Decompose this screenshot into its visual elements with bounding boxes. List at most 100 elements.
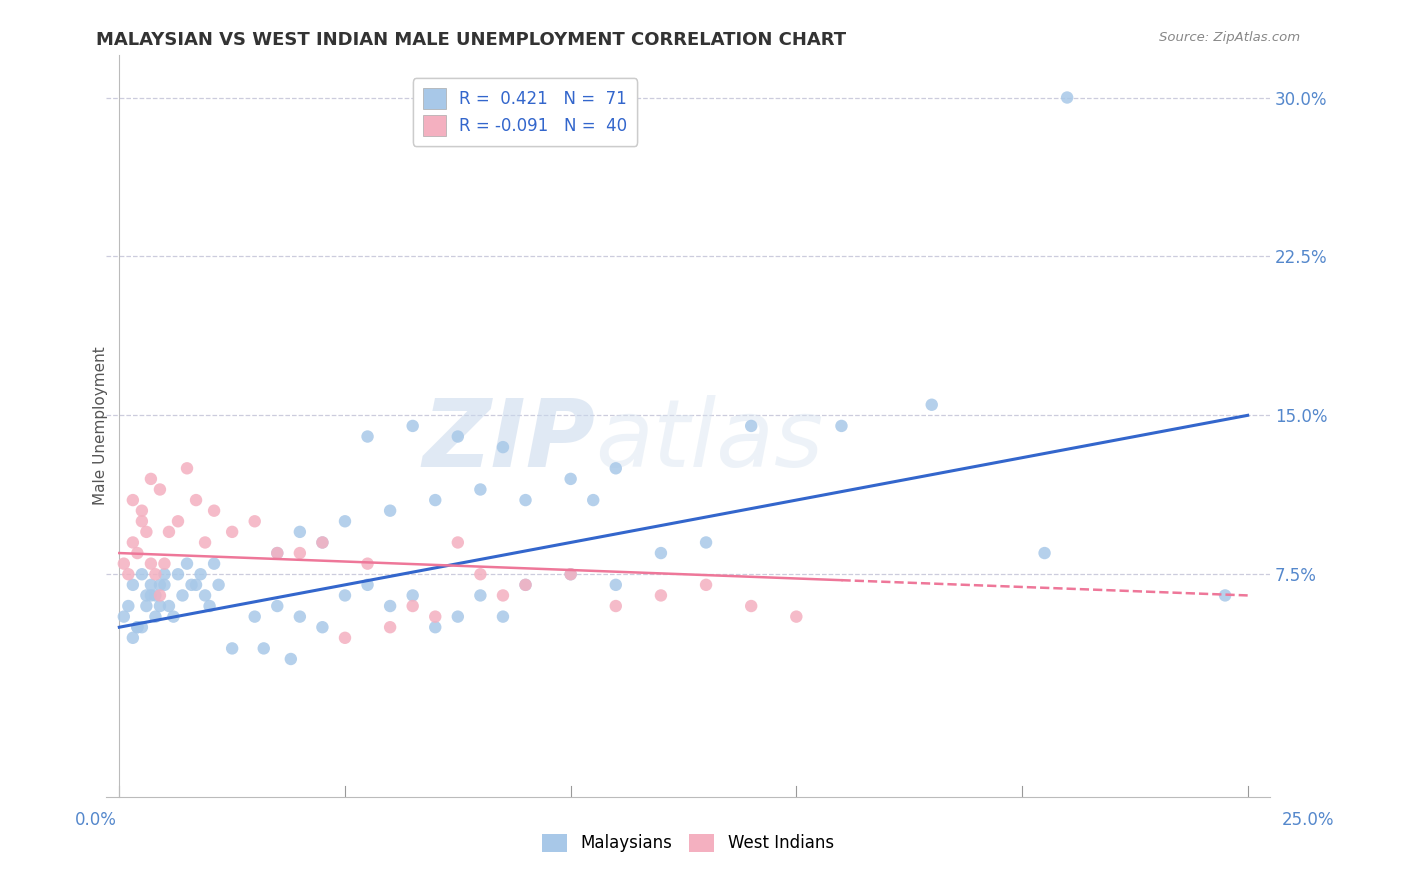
Point bbox=[131, 620, 153, 634]
Point bbox=[311, 620, 333, 634]
Text: Source: ZipAtlas.com: Source: ZipAtlas.com bbox=[1160, 31, 1301, 45]
Point bbox=[333, 631, 356, 645]
Point bbox=[194, 535, 217, 549]
Point bbox=[333, 589, 356, 603]
Point bbox=[470, 567, 492, 582]
Point bbox=[139, 557, 162, 571]
Point bbox=[157, 524, 180, 539]
Point bbox=[605, 578, 627, 592]
Point bbox=[153, 567, 176, 582]
Point bbox=[378, 504, 401, 518]
Point bbox=[356, 557, 378, 571]
Point bbox=[184, 493, 207, 508]
Point bbox=[402, 419, 425, 434]
Point bbox=[447, 535, 470, 549]
Point bbox=[180, 578, 202, 592]
Point bbox=[153, 578, 176, 592]
Point bbox=[221, 641, 243, 656]
Point bbox=[492, 609, 515, 624]
Text: 25.0%: 25.0% bbox=[1281, 811, 1334, 829]
Point bbox=[740, 599, 762, 613]
Point bbox=[1213, 589, 1236, 603]
Point bbox=[266, 546, 288, 560]
Point bbox=[135, 524, 157, 539]
Text: MALAYSIAN VS WEST INDIAN MALE UNEMPLOYMENT CORRELATION CHART: MALAYSIAN VS WEST INDIAN MALE UNEMPLOYME… bbox=[96, 31, 846, 49]
Point bbox=[333, 514, 356, 528]
Point bbox=[253, 641, 276, 656]
Point bbox=[135, 599, 157, 613]
Point bbox=[184, 578, 207, 592]
Point bbox=[288, 524, 311, 539]
Point bbox=[605, 461, 627, 475]
Point bbox=[176, 461, 198, 475]
Point bbox=[117, 567, 139, 582]
Point bbox=[447, 429, 470, 443]
Point bbox=[202, 557, 225, 571]
Point bbox=[785, 609, 807, 624]
Point bbox=[695, 578, 717, 592]
Point bbox=[1056, 90, 1078, 104]
Point bbox=[515, 493, 537, 508]
Point bbox=[121, 535, 143, 549]
Point bbox=[560, 567, 582, 582]
Point bbox=[378, 620, 401, 634]
Point bbox=[194, 589, 217, 603]
Point bbox=[127, 546, 149, 560]
Point bbox=[280, 652, 302, 666]
Point bbox=[470, 483, 492, 497]
Point bbox=[921, 398, 943, 412]
Point bbox=[149, 483, 172, 497]
Point bbox=[127, 620, 149, 634]
Point bbox=[131, 504, 153, 518]
Point bbox=[172, 589, 194, 603]
Point bbox=[356, 578, 378, 592]
Point bbox=[266, 546, 288, 560]
Point bbox=[740, 419, 762, 434]
Point bbox=[492, 440, 515, 454]
Point bbox=[288, 609, 311, 624]
Point bbox=[356, 429, 378, 443]
Point bbox=[207, 578, 229, 592]
Point bbox=[149, 599, 172, 613]
Point bbox=[243, 609, 266, 624]
Point bbox=[425, 493, 447, 508]
Point bbox=[560, 472, 582, 486]
Point bbox=[402, 599, 425, 613]
Point bbox=[135, 589, 157, 603]
Point bbox=[605, 599, 627, 613]
Point bbox=[198, 599, 221, 613]
Point bbox=[311, 535, 333, 549]
Point bbox=[378, 599, 401, 613]
Point bbox=[582, 493, 605, 508]
Point bbox=[145, 589, 167, 603]
Point bbox=[139, 472, 162, 486]
Point bbox=[830, 419, 852, 434]
Text: ZIP: ZIP bbox=[422, 395, 595, 487]
Point bbox=[243, 514, 266, 528]
Point bbox=[221, 524, 243, 539]
Point bbox=[202, 504, 225, 518]
Point bbox=[167, 514, 190, 528]
Point bbox=[139, 578, 162, 592]
Point bbox=[112, 609, 135, 624]
Point bbox=[131, 567, 153, 582]
Point bbox=[447, 609, 470, 624]
Point bbox=[149, 589, 172, 603]
Point bbox=[402, 589, 425, 603]
Point bbox=[266, 599, 288, 613]
Point bbox=[1033, 546, 1056, 560]
Point bbox=[131, 514, 153, 528]
Point bbox=[515, 578, 537, 592]
Point bbox=[127, 620, 149, 634]
Point bbox=[121, 631, 143, 645]
Point bbox=[650, 589, 672, 603]
Text: atlas: atlas bbox=[595, 395, 823, 486]
Point bbox=[425, 620, 447, 634]
Point bbox=[560, 567, 582, 582]
Point bbox=[515, 578, 537, 592]
Point bbox=[121, 493, 143, 508]
Point bbox=[492, 589, 515, 603]
Point bbox=[176, 557, 198, 571]
Point bbox=[650, 546, 672, 560]
Point bbox=[695, 535, 717, 549]
